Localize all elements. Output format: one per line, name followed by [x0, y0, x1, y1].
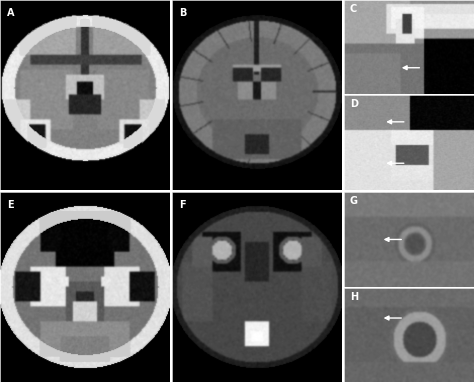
Text: C: C	[350, 4, 357, 14]
Text: A: A	[7, 8, 14, 18]
Text: G: G	[350, 196, 358, 206]
Text: B: B	[179, 8, 186, 18]
Text: D: D	[350, 99, 358, 109]
Text: E: E	[7, 200, 13, 210]
Text: F: F	[179, 200, 186, 210]
Text: H: H	[350, 292, 358, 302]
